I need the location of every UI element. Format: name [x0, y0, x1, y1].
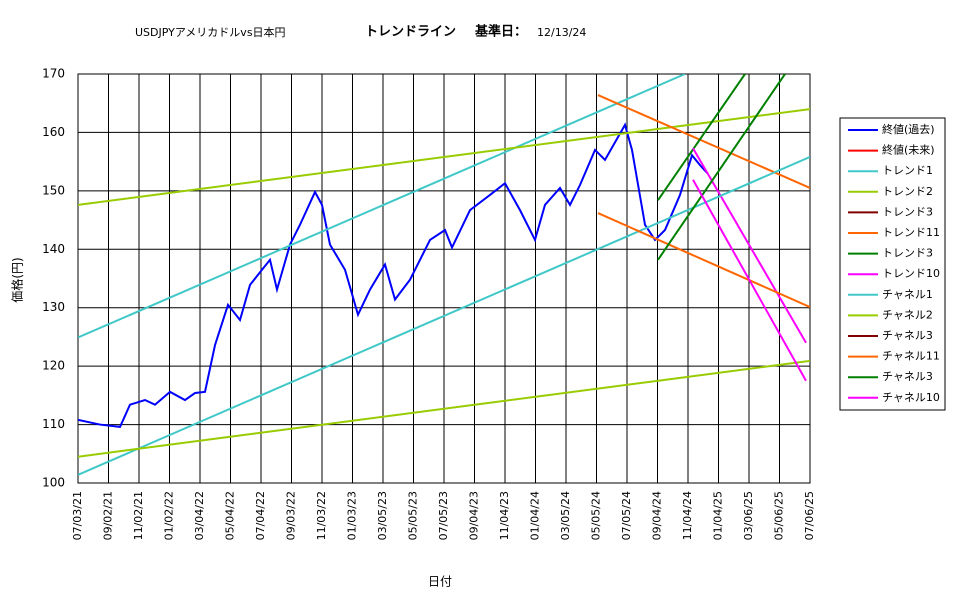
x-tick-label: 09/02/21 [102, 491, 115, 540]
legend-label: チャネル11 [882, 350, 940, 363]
x-tick-label: 05/06/25 [773, 491, 786, 540]
plot-border [77, 73, 811, 484]
chart-title: USDJPYアメリカドルvs日本円 [135, 25, 286, 39]
x-tick-label: 01/04/24 [529, 491, 542, 540]
legend-label: チャネル10 [882, 391, 940, 404]
y-tick-label: 130 [42, 300, 65, 314]
chart-subtitle: トレンドライン [365, 25, 456, 40]
base-date: 12/13/24 [537, 26, 586, 39]
legend-label: チャネル1 [882, 288, 933, 301]
x-axis-label: 日付 [428, 575, 452, 589]
legend [839, 117, 946, 411]
legend-label: チャネル3 [882, 370, 933, 383]
base-date-label: 基準日： [474, 24, 527, 40]
x-tick-label: 05/05/24 [590, 491, 603, 540]
y-tick-label: 150 [42, 183, 65, 197]
legend-label: トレンド2 [882, 185, 933, 198]
x-tick-label: 11/04/23 [498, 491, 511, 540]
x-tick-label: 03/04/22 [193, 491, 206, 540]
x-tick-label: 05/04/22 [224, 491, 237, 540]
y-tick-label: 140 [42, 242, 65, 256]
x-tick-label: 03/05/23 [376, 491, 389, 540]
x-tick-label: 01/04/25 [712, 491, 725, 540]
legend-label: トレンド3 [882, 247, 933, 260]
x-tick-label: 01/03/23 [346, 491, 359, 540]
y-tick-label: 110 [42, 417, 65, 431]
legend-label: チャネル2 [882, 308, 933, 321]
series-line [78, 74, 686, 339]
series-line [78, 122, 709, 428]
x-tick-label: 03/05/24 [559, 491, 572, 540]
x-tick-label: 01/02/22 [163, 491, 176, 540]
x-tick-label: 07/03/21 [71, 491, 84, 540]
legend-label: トレンド1 [882, 164, 933, 177]
series-line [657, 74, 746, 201]
x-tick-label: 07/05/23 [437, 491, 450, 540]
x-tick-label: 11/02/21 [132, 491, 145, 540]
x-tick-label: 07/05/24 [620, 491, 633, 540]
series-line [78, 359, 810, 458]
x-tick-label: 03/06/25 [742, 491, 755, 540]
series-line [692, 179, 807, 382]
y-tick-label: 120 [42, 359, 65, 373]
legend-label: トレンド3 [882, 205, 933, 218]
legend-label: トレンド10 [882, 267, 940, 280]
y-tick-label: 100 [42, 476, 65, 490]
series-line [597, 212, 810, 309]
legend-label: トレンド11 [882, 226, 940, 239]
x-tick-label: 09/04/24 [651, 491, 664, 540]
x-tick-label: 11/04/24 [681, 491, 694, 540]
x-tick-label: 09/04/23 [468, 491, 481, 540]
series-line [78, 108, 810, 206]
x-tick-label: 09/03/22 [285, 491, 298, 540]
series-line [657, 74, 786, 261]
y-tick-label: 160 [42, 125, 65, 139]
y-axis-label: 価格(円) [10, 257, 25, 302]
legend-label: 終値(過去) [882, 122, 935, 136]
series-line [78, 156, 810, 476]
x-tick-label: 11/03/22 [315, 491, 328, 540]
legend-label: チャネル3 [882, 329, 933, 342]
legend-label: 終値(未来) [882, 143, 935, 157]
x-tick-label: 07/04/22 [254, 491, 267, 540]
x-tick-label: 05/05/23 [407, 491, 420, 540]
y-tick-label: 170 [42, 67, 65, 81]
x-tick-label: 07/06/25 [803, 491, 816, 540]
